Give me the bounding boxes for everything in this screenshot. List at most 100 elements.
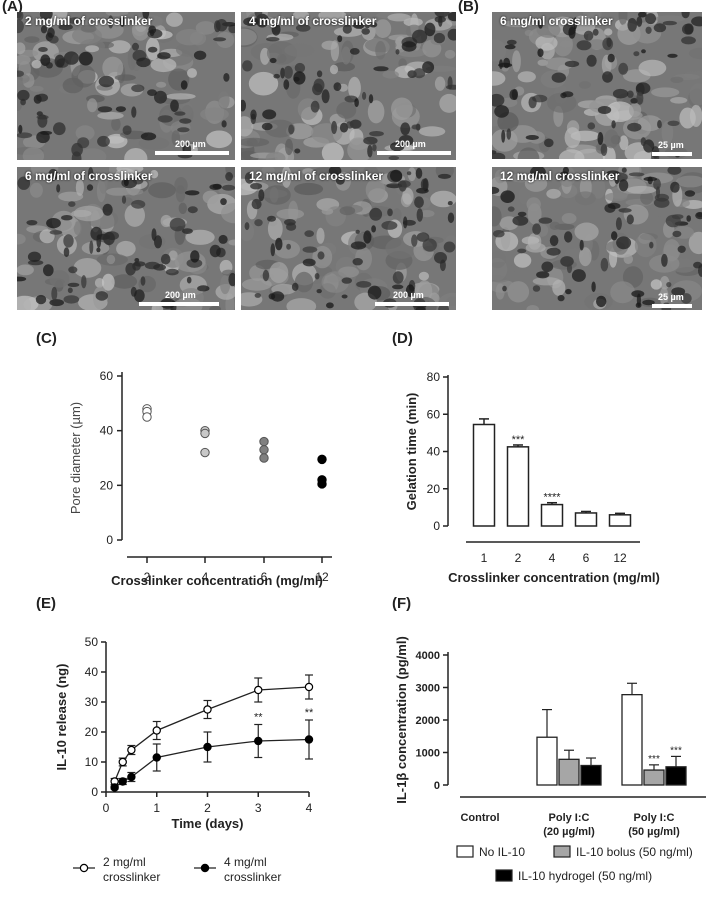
y-tick-label: 40 [427, 445, 441, 459]
y-tick-label: 0 [434, 780, 440, 792]
y-tick-label: 30 [85, 695, 99, 709]
chart-e-il10-release: 0 10 20 30 40 50 0 1 2 3 4 ** ** IL-10 release (ng) Ti… [54, 635, 314, 884]
chart-d-gelation-time: 0 20 40 60 80 1 *** 2 **** 4 6 12 Gelation time (min… [404, 370, 660, 585]
scatter-point [142, 412, 152, 422]
scale-label: 25 µm [658, 292, 684, 302]
legend-label: No IL-10 [479, 845, 525, 859]
significance-label: ** [254, 712, 263, 724]
x-tick-label: 1 [481, 551, 488, 565]
y-tick-label: 50 [85, 635, 99, 649]
sem-caption: 6 mg/ml crosslinker [500, 14, 613, 28]
y-tick-label: 40 [100, 424, 114, 438]
x-tick-label: 12 [613, 551, 627, 565]
y-tick-label: 1000 [416, 748, 440, 760]
sem-image-12mg: 12 mg/ml of crosslinker 200 µm [241, 167, 456, 310]
group-label: (20 µg/ml) [543, 826, 595, 838]
scatter-point [200, 447, 210, 458]
bar [665, 766, 687, 786]
legend-label: 2 mg/ml [103, 855, 146, 869]
y-tick-label: 20 [85, 725, 99, 739]
legend-swatch [495, 869, 513, 882]
sem-image-b-6mg: 6 mg/ml crosslinker 25 µm [492, 12, 702, 159]
y-tick-label: 80 [427, 370, 441, 384]
panel-label-d: (D) [392, 330, 413, 347]
data-point [203, 742, 212, 752]
x-tick-label: 4 [306, 801, 313, 815]
x-tick-label: 6 [261, 570, 268, 584]
group-label: Control [460, 812, 499, 824]
y-tick-label: 20 [100, 478, 114, 492]
legend-label: 4 mg/ml [224, 855, 267, 869]
x-axis-title: Crosslinker concentration (mg/ml) [111, 573, 323, 588]
y-tick-label: 10 [85, 755, 99, 769]
data-point [203, 705, 212, 714]
x-tick-label: 0 [103, 801, 110, 815]
bar [506, 446, 530, 527]
sem-caption: 4 mg/ml of crosslinker [249, 14, 377, 28]
x-tick-label: 1 [153, 801, 160, 815]
significance-label: *** [648, 754, 660, 765]
panel-label-a: (A) [2, 0, 23, 15]
group-label: (50 µg/ml) [628, 826, 680, 838]
data-point [152, 726, 161, 735]
x-axis-title: Time (days) [171, 816, 243, 831]
legend-marker [200, 863, 210, 873]
legend-marker [79, 863, 89, 873]
data-point [127, 772, 136, 782]
y-tick-label: 2000 [416, 715, 440, 727]
scale-label: 200 µm [393, 290, 424, 300]
significance-label: ** [305, 707, 314, 719]
data-point [118, 757, 127, 767]
x-axis-title: Crosslinker concentration (mg/ml) [448, 570, 660, 585]
scale-label: 200 µm [395, 139, 426, 149]
scale-label: 25 µm [658, 140, 684, 150]
legend-swatch [553, 845, 571, 858]
data-point [254, 736, 263, 746]
sem-image-6mg: 6 mg/ml of crosslinker 200 µm [17, 167, 235, 310]
bar [574, 512, 598, 527]
data-point [304, 682, 314, 692]
bar [621, 694, 643, 786]
data-point [127, 745, 136, 755]
sem-caption: 6 mg/ml of crosslinker [25, 169, 153, 183]
chart-f-il1b: 0 1000 2000 3000 4000 Control Poly I:C (20 µg/m… [394, 636, 706, 883]
y-tick-label: 0 [91, 785, 98, 799]
x-tick-label: 2 [515, 551, 522, 565]
bar [472, 423, 496, 527]
bar [608, 514, 632, 527]
scale-bar [155, 151, 229, 155]
panel-label-e: (E) [36, 595, 56, 612]
scale-bar [652, 304, 692, 308]
y-tick-label: 20 [427, 482, 441, 496]
sem-image-2mg: 2 mg/ml of crosslinker 200 µm [17, 12, 235, 160]
scale-bar [377, 151, 451, 155]
y-tick-label: 60 [100, 369, 114, 383]
data-point [304, 735, 314, 744]
legend-label: IL-10 bolus (50 ng/ml) [576, 845, 693, 859]
scale-label: 200 µm [175, 139, 206, 149]
legend-swatch [456, 845, 474, 858]
sem-caption: 12 mg/ml of crosslinker [249, 169, 384, 183]
panel-label-b: (B) [458, 0, 479, 15]
group-label: Poly I:C [634, 812, 675, 824]
x-tick-label: 2 [204, 801, 211, 815]
y-tick-label: 0 [433, 519, 440, 533]
y-axis-title: IL-10 release (ng) [54, 664, 69, 771]
bar [558, 758, 580, 786]
y-axis-title: IL-1β concentration (pg/ml) [394, 636, 409, 804]
sem-caption: 12 mg/ml crosslinker [500, 169, 620, 183]
scatter-point [317, 454, 327, 465]
scale-bar [375, 302, 449, 306]
y-tick-label: 60 [427, 407, 441, 421]
y-tick-label: 0 [106, 533, 113, 547]
group-label: Poly I:C [549, 812, 590, 824]
x-tick-label: 4 [549, 551, 556, 565]
y-axis-title: Gelation time (min) [404, 393, 419, 511]
x-tick-label: 3 [255, 801, 262, 815]
data-point [110, 783, 119, 792]
legend-label: crosslinker [103, 870, 160, 884]
panel-label-f: (F) [392, 595, 412, 612]
significance-label: *** [512, 434, 526, 446]
legend-label: IL-10 hydrogel (50 ng/ml) [518, 869, 652, 883]
x-tick-label: 12 [315, 570, 329, 584]
